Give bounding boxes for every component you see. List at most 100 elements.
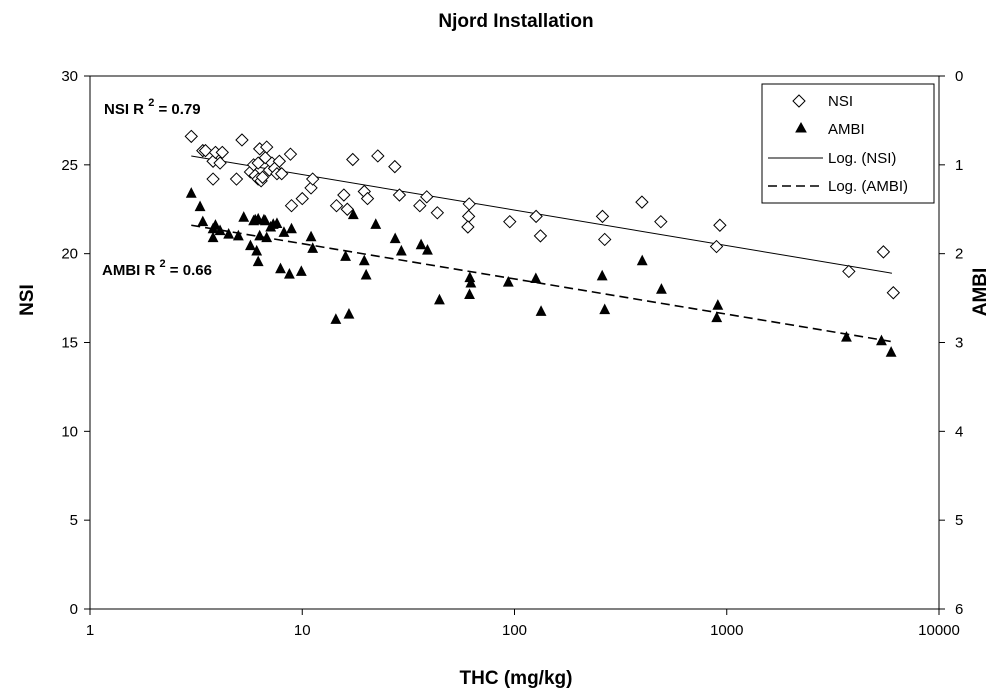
ambi-point xyxy=(343,307,355,319)
nsi-point xyxy=(598,232,612,247)
y2-tick-label: 2 xyxy=(955,246,963,263)
nsi-point xyxy=(229,172,244,186)
data-points xyxy=(184,129,901,357)
nsi-point xyxy=(461,209,476,224)
ambi-point xyxy=(841,331,852,342)
nsi-point xyxy=(392,188,407,202)
y-tick-label: 30 xyxy=(61,68,78,85)
nsi-point xyxy=(295,191,309,206)
y2-tick-label: 1 xyxy=(955,157,963,174)
nsi-point xyxy=(842,264,856,279)
ambi-point xyxy=(305,230,317,242)
ambi-point xyxy=(422,244,433,255)
ambi-point xyxy=(261,231,273,243)
nsi-point xyxy=(213,156,227,170)
trendlines xyxy=(191,155,893,343)
ambi-point xyxy=(530,272,542,284)
ambi-point xyxy=(232,229,244,241)
x-tick-label: 100 xyxy=(502,622,527,639)
nsi-r2-sup: 2 xyxy=(148,97,154,109)
y-tick-label: 25 xyxy=(61,157,78,174)
y2-tick-label: 3 xyxy=(955,335,963,352)
ambi-point xyxy=(599,303,611,315)
nsi-point xyxy=(337,188,351,202)
ambi-point xyxy=(254,229,266,241)
ambi-point xyxy=(286,222,297,234)
ambi-point xyxy=(712,299,724,310)
nsi-point xyxy=(304,181,318,195)
ambi-point xyxy=(876,334,887,346)
y-axis-label: NSI xyxy=(17,284,38,316)
y-tick-label: 10 xyxy=(61,423,78,440)
nsi-point xyxy=(184,129,198,144)
x-tick-label: 10 xyxy=(294,622,311,639)
ambi-point xyxy=(283,267,295,279)
ambi-point xyxy=(464,288,475,300)
y2-tick-label: 6 xyxy=(955,601,963,618)
legend-log-ambi-label: Log. (AMBI) xyxy=(828,178,908,195)
y2-tick-label: 5 xyxy=(955,512,963,529)
nsi-point xyxy=(709,239,724,254)
y-tick-label: 0 xyxy=(70,601,78,618)
legend-ambi-label: AMBI xyxy=(828,121,865,138)
nsi-point xyxy=(305,172,320,186)
nsi-r2-prefix: NSI R xyxy=(104,101,144,118)
ambi-point xyxy=(307,242,319,253)
nsi-point xyxy=(340,202,354,216)
y2-axis-label: AMBI xyxy=(970,268,991,317)
nsi-point xyxy=(876,245,891,259)
ambi-point xyxy=(207,231,219,243)
nsi-point xyxy=(413,198,427,213)
ambi-point xyxy=(271,217,283,228)
ambi-point xyxy=(295,265,307,276)
ambi-point xyxy=(210,219,221,230)
ambi-point xyxy=(259,214,271,226)
nsi-r2-annotation: NSI R 2 = 0.79 xyxy=(104,93,201,118)
nsi-point xyxy=(259,140,274,154)
nsi-point xyxy=(329,198,344,213)
nsi-point xyxy=(272,154,287,168)
ambi-point xyxy=(358,254,370,266)
nsi-point xyxy=(635,195,649,209)
ambi-point xyxy=(395,244,407,256)
ambi-point xyxy=(252,255,264,267)
nsi-point xyxy=(462,197,476,211)
ambi-point xyxy=(330,313,342,324)
ambi-point xyxy=(596,269,608,281)
x-tick-label: 10000 xyxy=(918,622,960,639)
ambi-point xyxy=(656,283,667,294)
y2-axis-ticks: 6 5 4 3 2 1 0 xyxy=(939,68,963,618)
ambi-point xyxy=(197,215,209,227)
ambi-point xyxy=(535,305,547,316)
ambi-point xyxy=(502,275,514,287)
nsi-point xyxy=(654,214,668,229)
y-axis-ticks: 0 5 10 15 20 25 30 xyxy=(61,68,90,618)
nsi-point xyxy=(461,220,475,234)
y-tick-label: 15 xyxy=(61,335,78,352)
ambi-point xyxy=(434,293,445,305)
legend-ambi-marker xyxy=(795,121,807,133)
nsi-point xyxy=(388,159,402,174)
y2-tick-label: 0 xyxy=(955,68,963,85)
nsi-point xyxy=(886,286,901,300)
y-tick-label: 20 xyxy=(61,246,78,263)
nsi-point xyxy=(533,229,548,243)
ambi-point xyxy=(340,250,351,261)
nsi-point xyxy=(255,170,270,184)
nsi-point xyxy=(346,152,360,167)
nsi-log-trendline xyxy=(191,155,892,274)
nsi-point xyxy=(198,143,213,158)
nsi-point xyxy=(529,209,543,224)
legend-log-nsi-label: Log. (NSI) xyxy=(828,150,896,167)
ambi-point xyxy=(238,211,250,222)
legend-nsi-label: NSI xyxy=(828,93,853,110)
ambi-r2-sup: 2 xyxy=(160,258,166,270)
ambi-point xyxy=(636,254,648,266)
chart-title: Njord Installation xyxy=(438,11,593,32)
ambi-point xyxy=(245,239,256,251)
ambi-point xyxy=(275,262,286,274)
nsi-point xyxy=(595,209,610,224)
nsi-point xyxy=(430,206,445,220)
nsi-r2-suffix: = 0.79 xyxy=(158,101,200,118)
